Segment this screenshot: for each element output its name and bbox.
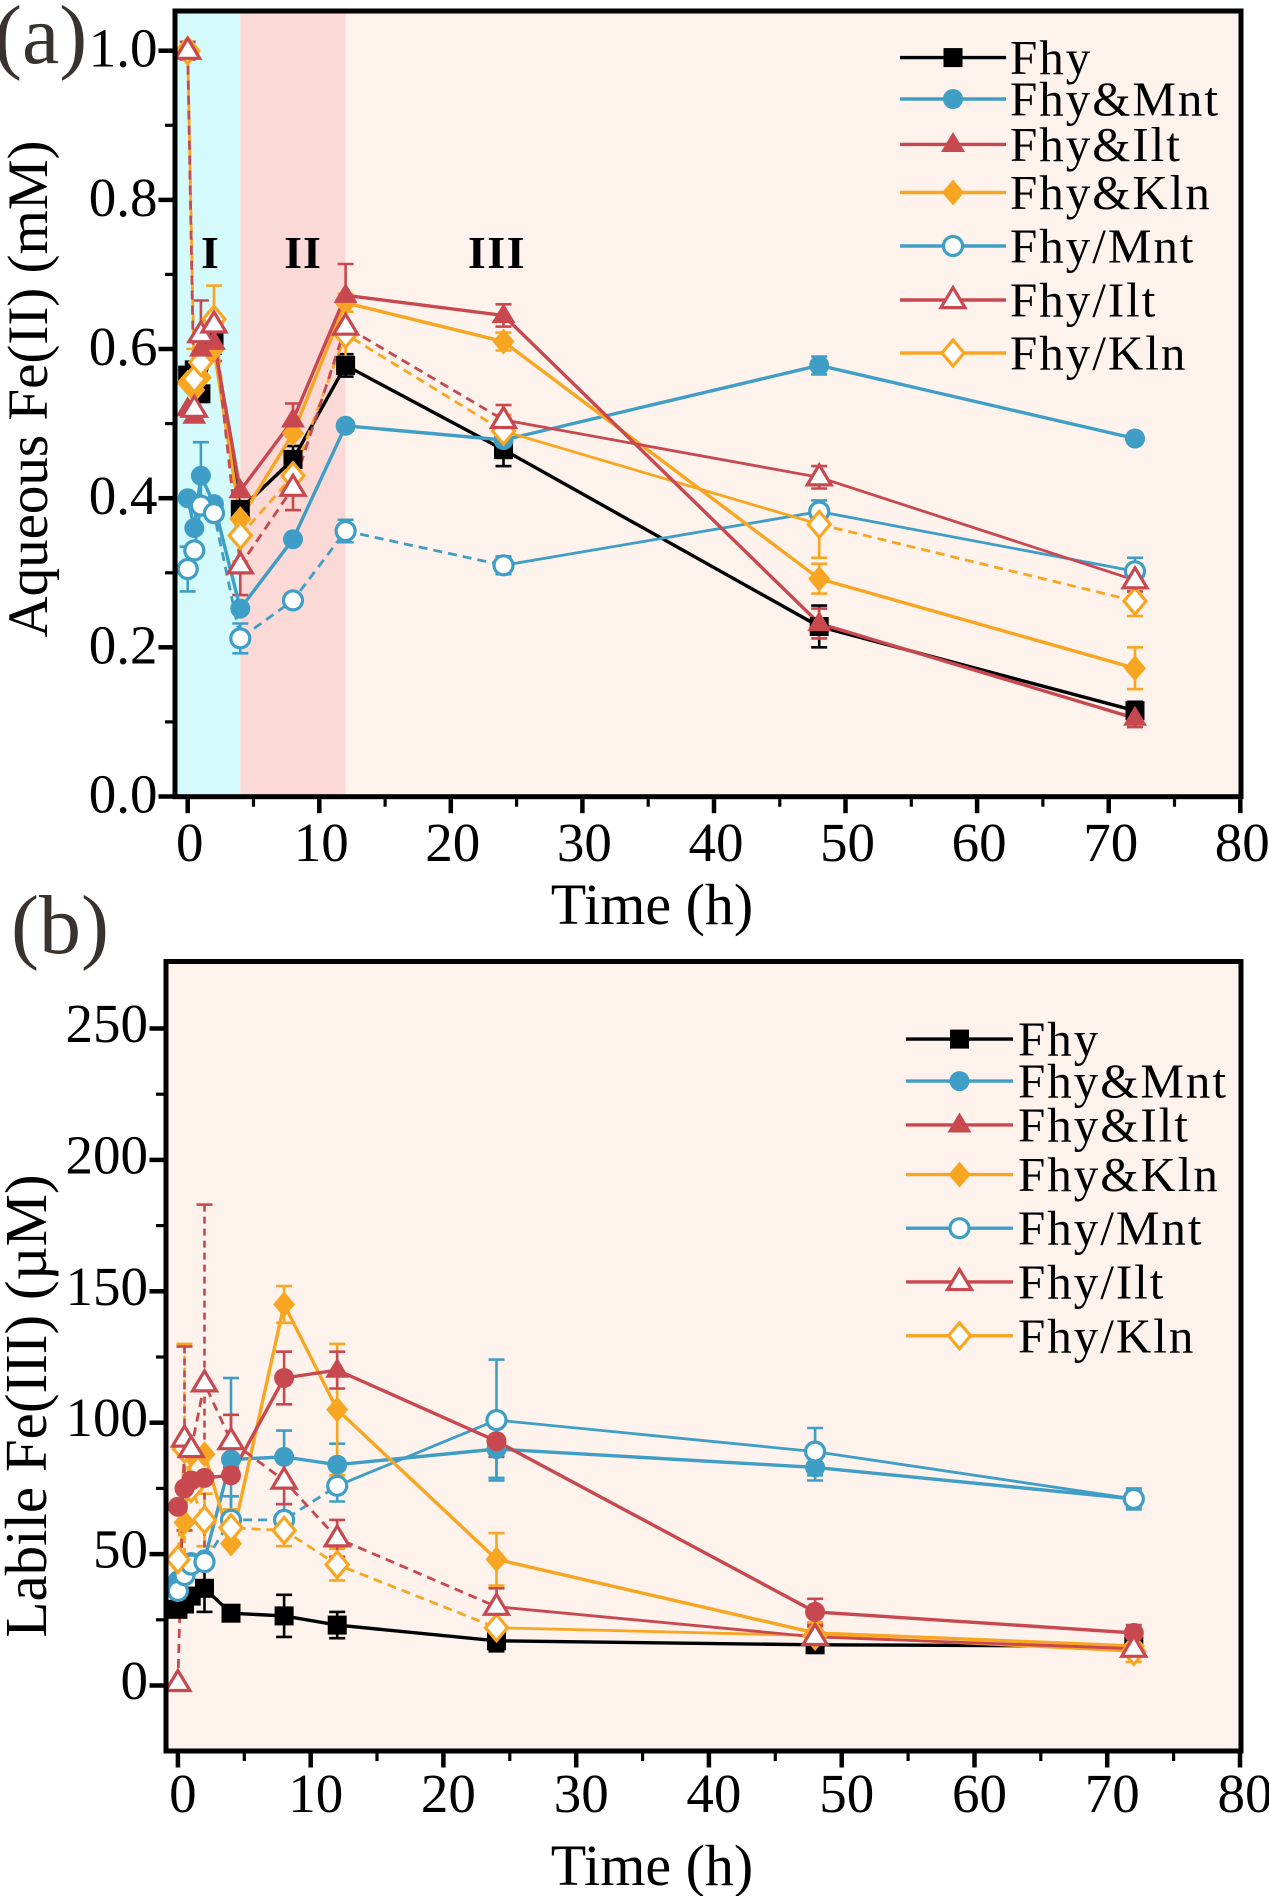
svg-text:0.4: 0.4 bbox=[89, 465, 158, 526]
svg-text:Fhy: Fhy bbox=[1010, 30, 1092, 85]
svg-text:Fhy&Ilt: Fhy&Ilt bbox=[1010, 117, 1182, 172]
svg-text:Fhy/Ilt: Fhy/Ilt bbox=[1018, 1254, 1165, 1309]
svg-text:Fhy/Kln: Fhy/Kln bbox=[1018, 1308, 1195, 1363]
svg-text:Fhy&Kln: Fhy&Kln bbox=[1010, 165, 1212, 220]
svg-text:70: 70 bbox=[1083, 812, 1138, 873]
svg-text:0: 0 bbox=[169, 1763, 197, 1824]
svg-text:Time (h): Time (h) bbox=[551, 872, 754, 937]
svg-text:80: 80 bbox=[1218, 1763, 1269, 1824]
svg-text:200: 200 bbox=[66, 1124, 149, 1185]
svg-text:150: 150 bbox=[66, 1256, 149, 1317]
svg-text:(a): (a) bbox=[0, 0, 87, 82]
svg-text:10: 10 bbox=[288, 1763, 343, 1824]
svg-text:Fhy/Kln: Fhy/Kln bbox=[1010, 326, 1187, 381]
svg-text:Fhy&Mnt: Fhy&Mnt bbox=[1018, 1054, 1228, 1109]
svg-text:10: 10 bbox=[294, 812, 349, 873]
svg-text:20: 20 bbox=[425, 812, 480, 873]
svg-text:30: 30 bbox=[554, 1763, 609, 1824]
svg-text:Fhy/Mnt: Fhy/Mnt bbox=[1010, 219, 1196, 274]
svg-text:I: I bbox=[201, 227, 219, 278]
svg-text:0: 0 bbox=[121, 1650, 149, 1711]
svg-text:50: 50 bbox=[93, 1519, 148, 1580]
svg-text:Fhy/Ilt: Fhy/Ilt bbox=[1010, 273, 1157, 328]
svg-text:70: 70 bbox=[1085, 1763, 1140, 1824]
svg-text:Time (h): Time (h) bbox=[551, 1833, 754, 1896]
svg-text:II: II bbox=[284, 227, 322, 278]
svg-text:Aqueous Fe(II) (mM): Aqueous Fe(II) (mM) bbox=[0, 140, 60, 637]
svg-text:0.8: 0.8 bbox=[89, 167, 158, 228]
svg-text:0.0: 0.0 bbox=[89, 764, 158, 825]
svg-text:Fhy&Ilt: Fhy&Ilt bbox=[1018, 1097, 1190, 1152]
svg-text:0: 0 bbox=[176, 812, 204, 873]
svg-text:40: 40 bbox=[689, 812, 744, 873]
svg-text:(b): (b) bbox=[11, 879, 109, 972]
svg-text:III: III bbox=[468, 227, 526, 278]
svg-text:60: 60 bbox=[952, 812, 1007, 873]
svg-text:Fhy/Mnt: Fhy/Mnt bbox=[1018, 1201, 1204, 1256]
svg-text:100: 100 bbox=[66, 1387, 149, 1448]
svg-text:60: 60 bbox=[952, 1763, 1007, 1824]
svg-text:250: 250 bbox=[66, 993, 149, 1054]
svg-text:Labile Fe(III) (µM): Labile Fe(III) (µM) bbox=[0, 1174, 59, 1637]
svg-text:Fhy&Mnt: Fhy&Mnt bbox=[1010, 72, 1220, 127]
svg-text:30: 30 bbox=[557, 812, 612, 873]
svg-text:50: 50 bbox=[819, 1763, 874, 1824]
svg-text:Fhy: Fhy bbox=[1018, 1012, 1100, 1067]
svg-text:40: 40 bbox=[686, 1763, 741, 1824]
svg-text:80: 80 bbox=[1215, 812, 1269, 873]
svg-text:20: 20 bbox=[421, 1763, 476, 1824]
svg-text:50: 50 bbox=[820, 812, 875, 873]
svg-text:0.6: 0.6 bbox=[89, 316, 158, 377]
svg-text:Fhy&Kln: Fhy&Kln bbox=[1018, 1147, 1220, 1202]
svg-text:0.2: 0.2 bbox=[89, 614, 158, 675]
svg-text:1.0: 1.0 bbox=[89, 18, 158, 79]
